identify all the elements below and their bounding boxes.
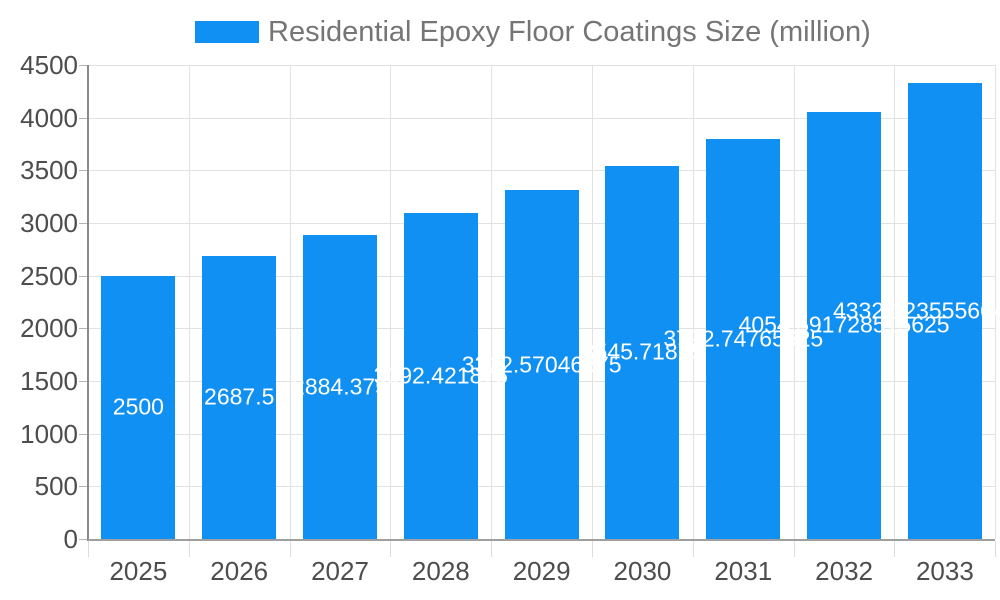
y-axis-tick-mark: [79, 117, 88, 119]
y-axis-tick-label: 0: [63, 524, 78, 554]
y-axis-tick-mark: [79, 486, 88, 488]
y-axis-line: [87, 65, 89, 541]
bar-2029: [504, 190, 579, 539]
y-axis-tick-mark: [79, 170, 88, 172]
bar-value-label: 3792.74765625: [663, 325, 824, 352]
x-axis-tick-mark: [692, 541, 694, 557]
bar-value-label: 2500: [112, 393, 164, 420]
gridline-vertical: [592, 65, 594, 539]
bar-2031: [706, 139, 781, 539]
y-axis-tick-mark: [79, 433, 88, 435]
x-axis-tick-mark: [88, 541, 89, 557]
y-axis-tick-mark: [79, 275, 88, 277]
gridline-vertical: [793, 65, 795, 539]
x-axis-line: [88, 539, 996, 541]
x-axis-tick-label: 2032: [815, 556, 873, 586]
x-axis-tick-label: 2028: [411, 556, 470, 586]
gridline-vertical: [894, 65, 896, 539]
x-axis-tick-mark: [995, 541, 997, 557]
y-axis-tick-label: 3000: [20, 208, 78, 238]
x-axis-tick-mark: [592, 541, 594, 557]
bar-2026: [202, 255, 277, 539]
chart-title: Residential Epoxy Floor Coatings Size (m…: [268, 16, 871, 48]
x-axis-tick-mark: [289, 541, 291, 557]
bar-value-label: 2884.375: [292, 373, 388, 400]
y-axis-tick-label: 3500: [20, 155, 78, 186]
x-axis-tick-label: 2027: [311, 556, 369, 586]
bar-2032: [807, 111, 882, 539]
y-axis-tick-label: 1000: [20, 418, 78, 449]
x-axis-tick-label: 2026: [210, 556, 269, 586]
bar-2027: [303, 235, 378, 539]
y-axis-tick-mark: [79, 381, 88, 382]
y-axis-tick-mark: [79, 65, 88, 66]
y-axis-tick-label: 4000: [20, 102, 78, 133]
x-axis-tick-label: 2029: [512, 556, 571, 586]
gridline-horizontal: [88, 65, 996, 66]
gridline-vertical: [390, 65, 392, 539]
bar-value-label: 3545.71875: [581, 338, 704, 365]
gridline-horizontal: [88, 170, 996, 172]
gridline-vertical: [289, 65, 291, 539]
gridline-vertical: [995, 65, 997, 539]
y-axis-tick-label: 500: [34, 471, 78, 502]
y-axis-tick-mark: [79, 223, 88, 224]
bar-2033: [907, 82, 982, 539]
y-axis-tick-mark: [79, 539, 88, 540]
y-axis-tick-label: 1500: [20, 366, 78, 396]
x-axis-tick-label: 2030: [613, 556, 672, 586]
x-axis-tick-mark: [793, 541, 795, 557]
legend-swatch: [195, 21, 259, 43]
x-axis-tick-mark: [894, 541, 896, 557]
gridline-vertical: [188, 65, 190, 539]
y-axis-tick-label: 2500: [20, 260, 78, 291]
x-axis-tick-label: 2033: [915, 556, 974, 586]
gridline-horizontal: [88, 117, 996, 119]
bar-2025: [101, 275, 176, 539]
x-axis-tick-mark: [491, 541, 493, 557]
gridline-vertical: [692, 65, 694, 539]
x-axis-tick-label: 2025: [109, 556, 168, 586]
x-axis-tick-mark: [390, 541, 392, 557]
bar-value-label: 2687.5: [204, 383, 275, 410]
y-axis-tick-label: 2000: [20, 313, 78, 344]
x-axis-tick-label: 2031: [714, 556, 773, 586]
y-axis-tick-mark: [79, 328, 88, 330]
bar-value-label: 4332.1235556640625: [832, 297, 1000, 324]
bar-2030: [605, 165, 680, 539]
bar-2028: [403, 213, 478, 539]
bar-value-label: 4054.591728515625: [738, 311, 950, 338]
y-axis-tick-label: 4500: [20, 50, 78, 80]
x-axis-tick-mark: [188, 541, 190, 557]
gridline-vertical: [491, 65, 493, 539]
bar-value-label: 3312.57046875: [461, 351, 622, 378]
bar-value-label: 3092.421875: [373, 362, 508, 389]
